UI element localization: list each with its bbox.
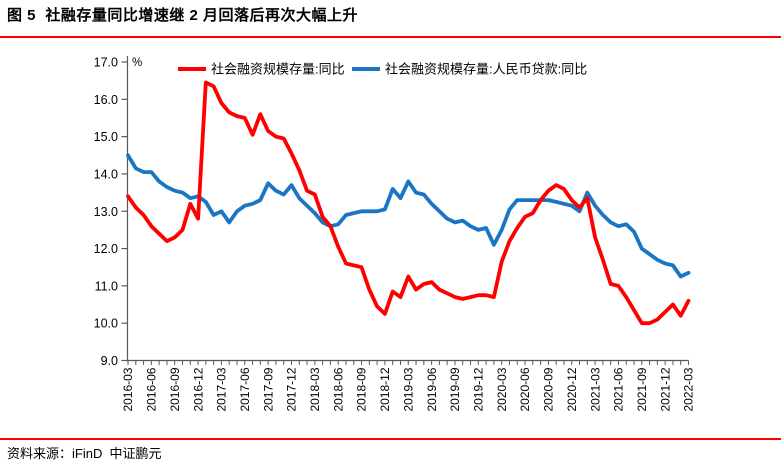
x-tick-label: 2021-06 (612, 367, 626, 411)
x-tick-label: 2020-06 (518, 367, 532, 411)
x-tick-label: 2020-12 (565, 367, 579, 411)
y-tick-label: 11.0 (95, 279, 118, 293)
line-chart: 17.0 16.0 15.0 14.0 13.0 12.0 11.0 10.0 9.0% 2016… (94, 56, 696, 412)
legend-label-0: 社会融资规模存量:同比 (211, 62, 345, 77)
y-tick-label: 13.0 (94, 205, 118, 219)
figure-title: 图 5 社融存量同比增速继 2 月回落后再次大幅上升 (7, 7, 359, 24)
x-tick-label: 2021-12 (658, 367, 672, 411)
x-tick-label: 2017-03 (215, 367, 229, 411)
x-tick-label: 2019-12 (472, 367, 486, 411)
x-tick-label: 2020-09 (542, 367, 556, 411)
legend-label-1: 社会融资规模存量:人民币贷款:同比 (385, 62, 587, 77)
chart-area: 17.0 16.0 15.0 14.0 13.0 12.0 11.0 10.0 9.0% 2016… (0, 44, 781, 436)
x-tick-label: 2016-09 (168, 367, 182, 411)
x-tick-label: 2019-03 (401, 367, 415, 411)
source-note: 资料来源：iFinD 中证鹏元 (7, 446, 162, 461)
y-tick-label: 17.0 (94, 56, 118, 70)
y-tick-label: 9.0 (101, 354, 118, 368)
series-line-tsf-yoy (126, 80, 691, 326)
x-tick-label: 2019-09 (448, 367, 462, 411)
x-tick-label: 2017-09 (261, 367, 275, 411)
y-tick-label: 15.0 (94, 130, 118, 144)
x-tick-label: 2016-03 (121, 367, 135, 411)
bottom-divider (0, 438, 781, 440)
y-tick-label: 14.0 (94, 167, 118, 181)
x-tick-label: 2019-06 (425, 367, 439, 411)
top-divider (0, 36, 781, 38)
y-tick-label: 12.0 (94, 242, 118, 256)
x-tick-label: 2018-03 (308, 367, 322, 411)
x-tick-label: 2018-09 (355, 367, 369, 411)
y-tick-label: 10.0 (94, 317, 118, 331)
x-tick-label: 2018-12 (378, 367, 392, 411)
x-tick-label: 2018-06 (331, 367, 345, 411)
x-tick-label: 2021-03 (588, 367, 602, 411)
x-tick-label: 2016-12 (191, 367, 205, 411)
x-tick-label: 2017-12 (285, 367, 299, 411)
y-tick-label: 16.0 (94, 93, 118, 107)
y-axis-unit-label: % (132, 57, 142, 69)
x-tick-label: 2020-03 (495, 367, 509, 411)
series-line-rmb-loans-yoy (126, 153, 691, 279)
x-tick-label: 2022-03 (682, 367, 696, 411)
x-tick-label: 2017-06 (238, 367, 252, 411)
x-tick-label: 2021-09 (635, 367, 649, 411)
x-tick-label: 2016-06 (145, 367, 159, 411)
